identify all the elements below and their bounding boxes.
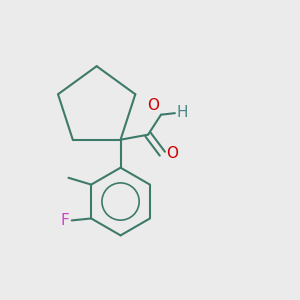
Text: O: O — [166, 146, 178, 161]
Text: F: F — [61, 213, 69, 228]
Text: O: O — [148, 98, 160, 113]
Text: H: H — [176, 105, 188, 120]
